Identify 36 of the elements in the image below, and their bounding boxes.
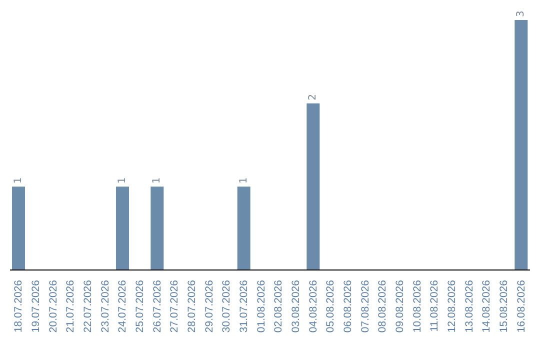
x-tick-label: 02.08.2026 <box>272 280 285 333</box>
x-tick-label: 10.08.2026 <box>411 280 424 333</box>
x-tick-label: 03.08.2026 <box>290 280 302 333</box>
x-tick-label: 04.08.2026 <box>307 280 320 333</box>
x-tick-label: 01.08.2026 <box>255 280 268 333</box>
x-tick-label: 11.08.2026 <box>428 280 441 332</box>
data-label: 1 <box>152 177 163 184</box>
x-tick-label: 18.07.2026 <box>12 280 25 333</box>
x-tick-label: 07.08.2026 <box>359 280 372 333</box>
data-label: 2 <box>308 94 319 100</box>
x-tick-label: 20.07.2026 <box>47 280 60 333</box>
x-tick-label: 28.07.2026 <box>186 280 198 333</box>
x-tick-label: 22.07.2026 <box>82 280 94 333</box>
x-tick-label: 08.08.2026 <box>376 280 389 333</box>
x-tick-label: 26.07.2026 <box>151 280 164 333</box>
x-tick-label: 19.07.2026 <box>30 280 42 333</box>
x-tick-label: 13.08.2026 <box>463 280 476 333</box>
x-tick-label: 23.07.2026 <box>99 280 112 333</box>
x-tick-label: 29.07.2026 <box>203 280 216 333</box>
x-tick-label: 06.08.2026 <box>342 280 354 333</box>
x-tick-label: 15.08.2026 <box>498 280 510 333</box>
data-label: 3 <box>516 10 527 17</box>
data-label: 1 <box>117 177 128 184</box>
x-tick-label: 09.08.2026 <box>394 280 406 333</box>
x-tick-label: 30.07.2026 <box>220 280 233 333</box>
x-tick-label: 05.08.2026 <box>324 280 337 333</box>
x-tick-label: 31.07.2026 <box>238 280 250 333</box>
x-tick-label: 21.07.2026 <box>64 280 77 333</box>
x-tick-label: 14.08.2026 <box>480 280 493 333</box>
x-tick-label: 16.08.2026 <box>515 280 528 333</box>
x-tick-label: 25.07.2026 <box>134 280 146 333</box>
data-label: 1 <box>13 177 24 184</box>
x-tick-label: 24.07.2026 <box>116 280 129 333</box>
x-tick-label: 27.07.2026 <box>168 280 181 333</box>
data-label: 1 <box>238 177 250 184</box>
x-tick-label: 12.08.2026 <box>446 280 458 333</box>
